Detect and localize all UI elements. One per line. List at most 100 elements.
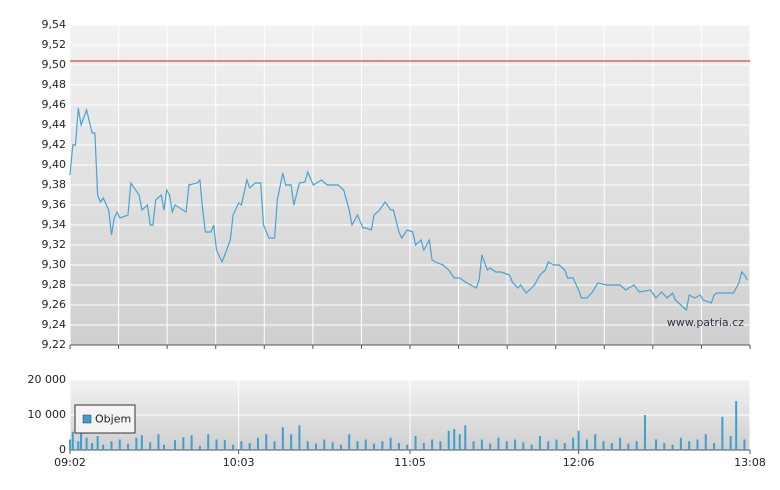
volume-bar (207, 434, 210, 450)
y-tick-label: 10 000 (28, 408, 67, 421)
volume-bar (422, 443, 425, 450)
x-tick-label: 11:05 (394, 456, 426, 469)
volume-bar (135, 437, 138, 450)
volume-bar (339, 444, 342, 450)
volume-bar (323, 439, 326, 450)
volume-bar (315, 443, 318, 450)
y-tick-label: 9,36 (42, 198, 67, 211)
volume-bar (397, 443, 400, 450)
volume-bar (522, 442, 525, 450)
volume-bar (572, 437, 575, 450)
volume-bar (431, 439, 434, 450)
volume-bar (306, 441, 309, 450)
volume-bar (356, 441, 359, 450)
y-tick-label: 9,42 (42, 138, 67, 151)
y-tick-label: 9,50 (42, 58, 67, 71)
volume-bar (655, 439, 658, 450)
y-tick-label: 0 (59, 443, 66, 456)
volume-bar (671, 444, 674, 450)
volume-bar (688, 441, 691, 450)
volume-bar (198, 445, 201, 450)
volume-bar (453, 429, 456, 450)
price-line (69, 107, 748, 312)
volume-bar (223, 440, 226, 450)
volume-bar (406, 444, 409, 450)
x-tick-label: 12:06 (563, 456, 595, 469)
x-tick-label: 09:02 (54, 456, 86, 469)
volume-bar (472, 441, 475, 450)
volume-bar (480, 439, 483, 450)
volume-bar (96, 436, 99, 450)
volume-bar (497, 437, 500, 450)
volume-bar (80, 433, 83, 450)
volume-bar (265, 434, 268, 450)
volume-bar (439, 441, 442, 450)
volume-bar (240, 441, 243, 450)
volume-bar (71, 431, 74, 450)
volume-bar (215, 439, 218, 450)
y-tick-label: 9,34 (42, 218, 67, 231)
volume-bar (458, 434, 461, 450)
volume-bar (85, 437, 88, 450)
volume-bar (69, 439, 71, 450)
volume-bar (118, 439, 121, 450)
volume-bar (127, 443, 130, 450)
y-tick-label: 9,24 (42, 318, 67, 331)
y-tick-label: 9,38 (42, 178, 67, 191)
volume-bar (149, 442, 152, 450)
volume-bar (585, 439, 588, 450)
watermark: www.patria.cz (667, 316, 744, 329)
volume-bar (298, 425, 301, 450)
volume-bar (290, 434, 293, 450)
volume-bar (256, 437, 259, 450)
y-tick-label: 9,30 (42, 258, 67, 271)
y-tick-label: 9,52 (42, 38, 67, 51)
volume-bar (364, 439, 367, 450)
volume-bar (619, 437, 622, 450)
volume-bar (248, 443, 251, 450)
volume-bar (232, 444, 235, 450)
volume-bar (627, 443, 630, 450)
volume-bar (489, 443, 492, 450)
legend-swatch (82, 414, 92, 424)
volume-bar (696, 439, 699, 450)
volume-bar (102, 444, 105, 450)
legend-label: Objem (95, 413, 131, 426)
volume-bar (721, 416, 724, 450)
volume-bar (729, 436, 732, 450)
volume-bar (157, 434, 160, 450)
volume-bar (505, 441, 508, 450)
volume-bar (514, 439, 517, 450)
volume-bar (538, 436, 541, 450)
y-tick-label: 9,44 (42, 118, 67, 131)
y-tick-label: 9,46 (42, 98, 67, 111)
volume-bar (713, 443, 716, 450)
volume-bar (643, 415, 646, 450)
volume-bar (547, 441, 550, 450)
volume-bar (563, 443, 566, 450)
volume-bar (663, 443, 666, 450)
x-tick-label: 10:03 (223, 456, 255, 469)
y-tick-label: 9,40 (42, 158, 67, 171)
volume-bar (77, 441, 80, 450)
volume-bar (174, 440, 177, 450)
volume-bar (704, 434, 707, 450)
y-tick-label: 9,26 (42, 298, 67, 311)
volume-bar (414, 436, 417, 450)
volume-bar (162, 444, 165, 450)
x-tick-label: 13:08 (734, 456, 766, 469)
volume-bar (594, 434, 597, 450)
volume-bar (679, 437, 682, 450)
volume-bar (140, 435, 143, 450)
volume-bar (610, 443, 613, 450)
volume-bar (182, 437, 185, 450)
volume-bar (530, 444, 533, 450)
y-tick-label: 9,48 (42, 78, 67, 91)
volume-bar (281, 427, 284, 450)
volume-bar (555, 439, 558, 450)
y-tick-label: 20 000 (28, 373, 67, 386)
y-tick-label: 9,54 (42, 18, 67, 31)
volume-bar (110, 441, 113, 450)
volume-bar (348, 434, 351, 450)
